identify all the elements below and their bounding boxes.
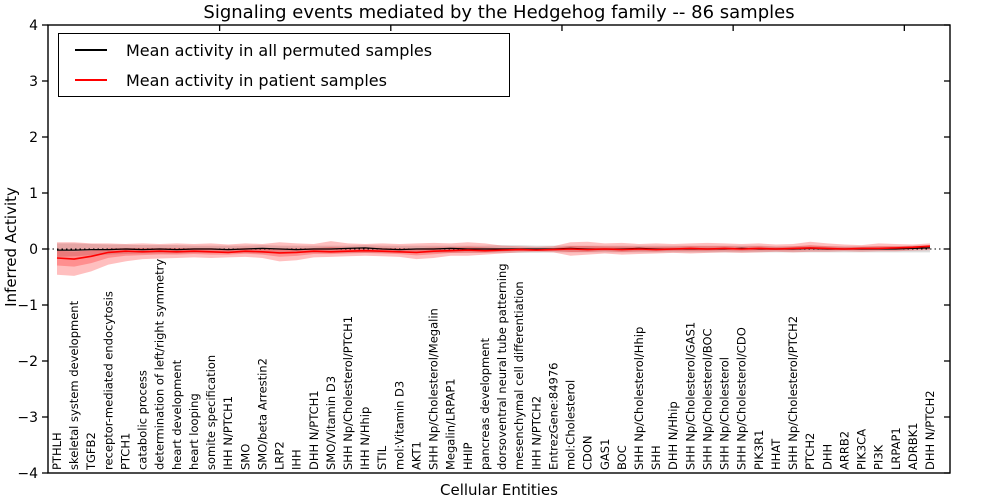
x-tick-label: SMO/Vitamin D3 xyxy=(324,376,338,470)
x-tick-label: SMO xyxy=(238,444,252,470)
x-tick-label: catabolic process xyxy=(136,370,150,470)
x-tick-label: PTHLH xyxy=(50,432,64,470)
x-tick-label: mol:Vitamin D3 xyxy=(392,381,406,470)
x-tick-label: heart development xyxy=(170,359,184,470)
x-tick-label: TGFB2 xyxy=(84,432,98,471)
patient-mean-line xyxy=(56,245,931,260)
x-tick-label: LRPAP1 xyxy=(889,427,903,470)
y-axis-title: Inferred Activity xyxy=(2,187,20,307)
x-tick-label: Megalin/LRPAP1 xyxy=(444,378,458,470)
x-tick-label: PIK3R1 xyxy=(752,430,766,471)
x-tick-label: HHIP xyxy=(461,442,475,470)
x-tick-label: dorsoventral neural tube patterning xyxy=(495,263,509,470)
patient-std-band-inner xyxy=(57,244,930,267)
x-tick-label: SHH xyxy=(649,445,663,470)
x-tick-label: GAS1 xyxy=(598,439,612,470)
x-tick-label: skeletal system development xyxy=(67,300,81,470)
legend: Mean activity in all permuted samples Me… xyxy=(58,33,510,97)
x-axis-title: Cellular Entities xyxy=(440,481,558,499)
legend-item-patient: Mean activity in patient samples xyxy=(59,65,509,95)
x-tick-label: AKT1 xyxy=(410,441,424,470)
y-tick-label: −1 xyxy=(17,298,38,314)
y-tick-label: 2 xyxy=(29,130,38,146)
x-tick-label: ADRBK1 xyxy=(906,423,920,470)
x-tick-label: mesenchymal cell differentiation xyxy=(512,281,526,470)
x-tick-label: mol:Cholesterol xyxy=(564,380,578,470)
x-tick-label: IHH N/PTCH2 xyxy=(529,396,543,470)
y-tick-label: 4 xyxy=(29,18,38,34)
x-tick-label: DHH xyxy=(820,444,834,470)
x-tick-label: SHH Np/Cholesterol/BOC xyxy=(701,328,715,470)
x-tick-label: SHH Np/Cholesterol xyxy=(718,357,732,470)
x-tick-label: SHH Np/Cholesterol/GAS1 xyxy=(683,322,697,470)
x-tick-label: SHH Np/Cholesterol/CDO xyxy=(735,327,749,470)
x-tick-label: BOC xyxy=(615,445,629,470)
x-tick-label: PTCH2 xyxy=(803,433,817,470)
x-tick-label: SHH Np/Cholesterol/PTCH2 xyxy=(786,316,800,470)
x-tick-label: CDON xyxy=(581,435,595,470)
x-tick-label: heart looping xyxy=(187,393,201,470)
y-tick-label: −3 xyxy=(17,410,38,426)
chart-title: Signaling events mediated by the Hedgeho… xyxy=(203,2,795,23)
y-tick-label: 0 xyxy=(29,242,38,258)
x-tick-label: PI3K xyxy=(872,444,886,470)
x-tick-label: LRP2 xyxy=(273,441,287,470)
legend-label-permuted: Mean activity in all permuted samples xyxy=(126,40,433,60)
y-tick-label: −4 xyxy=(17,466,38,482)
x-tick-label: HHAT xyxy=(769,438,783,470)
x-tick-label: SMO/beta Arrestin2 xyxy=(255,358,269,470)
x-tick-label: EntrezGene:84976 xyxy=(546,363,560,470)
x-tick-label: pancreas development xyxy=(478,337,492,470)
x-tick-label: IHH xyxy=(290,449,304,470)
x-tick-label: ARRB2 xyxy=(837,431,851,470)
legend-label-patient: Mean activity in patient samples xyxy=(126,70,387,90)
x-tick-label: SHH Np/Cholesterol/PTCH1 xyxy=(341,316,355,470)
y-tick-label: 3 xyxy=(29,74,38,90)
x-tick-label: DHH N/Hhip xyxy=(666,401,680,470)
x-tick-label: SHH Np/Cholesterol/Hhip xyxy=(632,327,646,470)
legend-item-permuted: Mean activity in all permuted samples xyxy=(59,35,509,65)
y-tick-label: −2 xyxy=(17,354,38,370)
y-tick-label: 1 xyxy=(29,186,38,202)
patient-std-band-outer xyxy=(57,241,930,276)
patient-line-swatch xyxy=(75,79,107,81)
x-tick-label: PTCH1 xyxy=(119,433,133,470)
x-tick-label: IHH N/Hhip xyxy=(358,407,372,470)
permuted-line-swatch xyxy=(75,49,107,51)
x-tick-label: IHH N/PTCH1 xyxy=(221,396,235,470)
x-tick-label: DHH N/PTCH2 xyxy=(923,390,937,470)
x-tick-label: STIL xyxy=(375,445,389,470)
x-tick-label: receptor-mediated endocytosis xyxy=(101,291,115,470)
x-tick-label: SHH Np/Cholesterol/Megalin xyxy=(427,308,441,470)
x-tick-label: somite specification xyxy=(204,355,218,470)
x-tick-label: PIK3CA xyxy=(855,429,869,470)
x-tick-label: determination of left/right symmetry xyxy=(153,259,167,470)
x-tick-label: DHH N/PTCH1 xyxy=(307,390,321,470)
